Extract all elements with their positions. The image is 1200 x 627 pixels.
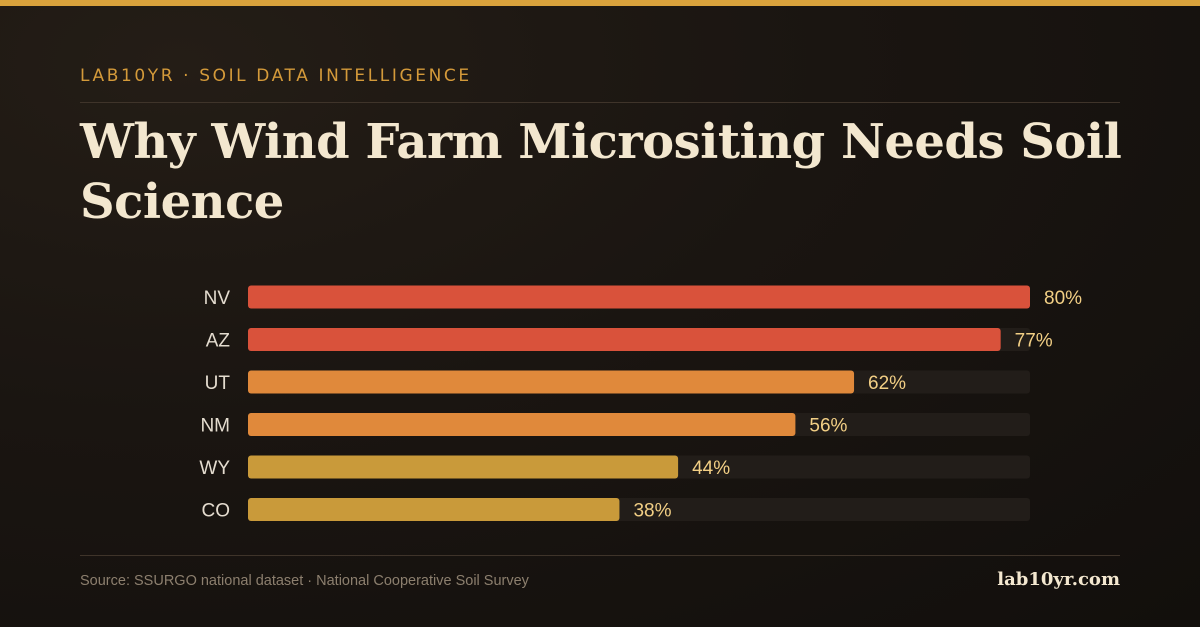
category-label: UT: [205, 373, 231, 394]
bar-ut: [248, 370, 855, 394]
value-label: 56%: [809, 416, 847, 437]
page-title: Why Wind Farm Micrositing Needs Soil Sci…: [80, 114, 1122, 230]
bar-row: AZ 77%: [206, 328, 1053, 352]
bar-wy: [248, 455, 679, 479]
bar-row: WY 44%: [199, 455, 1030, 479]
category-label: NV: [204, 288, 231, 309]
category-label: AZ: [206, 331, 231, 352]
eyebrow-label: LAB10YR · SOIL DATA INTELLIGENCE: [80, 66, 472, 86]
eyebrow-divider: [80, 102, 1120, 103]
top-accent-rule: [0, 0, 1200, 6]
footer-divider: [80, 555, 1120, 556]
bar-row: NV 80%: [204, 285, 1082, 309]
value-label: 77%: [1015, 331, 1053, 352]
value-label: 38%: [633, 501, 671, 522]
value-label: 44%: [692, 458, 730, 479]
category-label: CO: [202, 501, 231, 522]
bar-nm: [248, 413, 796, 436]
bar-row: CO 38%: [202, 498, 1030, 522]
bar-co: [248, 498, 620, 521]
value-label: 62%: [868, 373, 906, 394]
bar-az: [248, 328, 1001, 351]
bar-row: NM 56%: [200, 413, 1030, 437]
value-label: 80%: [1044, 288, 1082, 309]
source-note: Source: SSURGO national dataset · Nation…: [80, 573, 529, 589]
category-label: NM: [200, 416, 230, 437]
bar-row: UT 62%: [205, 370, 1030, 394]
brand-link[interactable]: lab10yr.com: [997, 569, 1120, 590]
category-label: WY: [199, 458, 230, 479]
bar-nv: [248, 285, 1030, 309]
